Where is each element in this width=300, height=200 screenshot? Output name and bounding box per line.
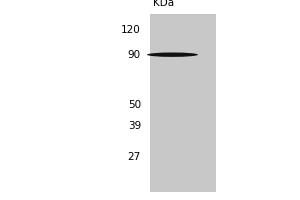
Text: 90: 90 xyxy=(128,50,141,60)
Text: KDa: KDa xyxy=(153,0,174,8)
Text: 39: 39 xyxy=(128,121,141,131)
Text: 50: 50 xyxy=(128,100,141,110)
Text: 120: 120 xyxy=(121,25,141,35)
Text: 27: 27 xyxy=(128,152,141,162)
Ellipse shape xyxy=(147,52,198,57)
FancyBboxPatch shape xyxy=(150,14,216,192)
